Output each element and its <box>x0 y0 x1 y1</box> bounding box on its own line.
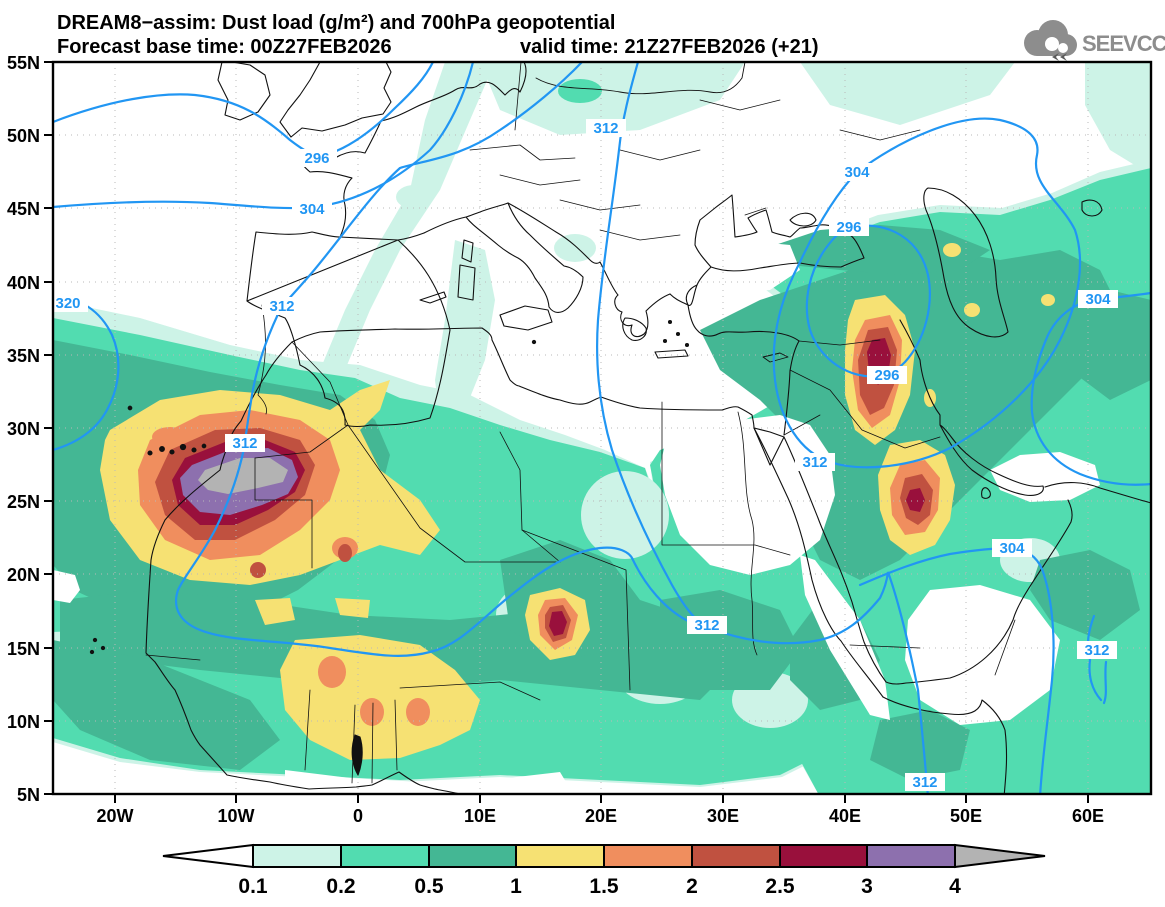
colorbar-tick-label: 2 <box>686 875 698 898</box>
colorbar-tick-label: 2.5 <box>765 875 795 898</box>
contour-label-304-caucasus-s: 312 <box>802 454 827 471</box>
contour-labels: 312 296 304 312 304 296 320 312 304 296 … <box>53 119 1118 791</box>
lon-tick-label: 60E <box>1072 806 1104 826</box>
contour-296-west <box>53 62 435 157</box>
contour-label-296-caucasus-n: 296 <box>836 219 861 236</box>
seevccc-logo: SEEVCCC <box>1024 20 1165 61</box>
lat-tick-label: 20N <box>7 565 40 585</box>
lat-tick-label: 10N <box>7 712 40 732</box>
lon-tick-label: 0 <box>353 806 363 826</box>
contour-304-caucasus <box>772 117 1082 469</box>
axis-ticks <box>44 61 1089 803</box>
colorbar-tick-label: 0.2 <box>326 875 355 898</box>
contour-label-312-arabia: 304 <box>999 540 1025 557</box>
coastlines <box>89 62 1151 794</box>
colorbar-over-arrow <box>954 843 1046 869</box>
valid-time-label: valid time: 21Z27FEB2026 (+21) <box>520 36 818 58</box>
contour-label-304-caucasus-n: 304 <box>844 164 870 181</box>
contour-label-296-france: 296 <box>304 150 329 167</box>
lat-tick-label: 5N <box>17 785 40 805</box>
colorbar-box-3 <box>866 844 956 868</box>
lon-tick-label: 10E <box>464 806 496 826</box>
lon-tick-label: 40E <box>829 806 861 826</box>
colorbar-box-2.5 <box>779 844 868 868</box>
lat-tick-label: 55N <box>7 53 40 73</box>
colorbar-under-arrow <box>162 843 254 869</box>
forecast-base-time-label: Forecast base time: 00Z27FEB2026 <box>57 36 392 58</box>
contour-label-312-redsea: 312 <box>912 774 937 791</box>
longitude-axis: 20W 10W 0 10E 20E 30E 40E 50E 60E <box>96 806 1104 826</box>
logo-text: SEEVCCC <box>1082 31 1165 56</box>
colorbar: 0.1 0.2 0.5 1 1.5 2 2.5 3 4 <box>162 843 1046 898</box>
lon-tick-label: 10W <box>217 806 254 826</box>
lon-tick-label: 20W <box>96 806 133 826</box>
lat-tick-label: 35N <box>7 346 40 366</box>
latitude-axis: 55N 50N 45N 40N 35N 30N 25N 20N 15N 10N … <box>7 53 40 805</box>
cloud-icon <box>1024 20 1077 61</box>
lat-tick-label: 40N <box>7 273 40 293</box>
colorbar-labels: 0.1 0.2 0.5 1 1.5 2 2.5 3 4 <box>238 875 961 898</box>
lat-tick-label: 25N <box>7 492 40 512</box>
colorbar-box-0.1 <box>252 844 342 868</box>
colorbar-box-2 <box>691 844 781 868</box>
contour-312-arabia <box>858 546 1055 794</box>
contour-label-304-france: 304 <box>299 201 325 218</box>
lat-tick-label: 45N <box>7 199 40 219</box>
colorbar-tick-label: 3 <box>861 875 873 898</box>
lon-tick-label: 50E <box>950 806 982 826</box>
contour-label-304-northeast: 304 <box>1085 291 1111 308</box>
contour-label-312-iberia: 312 <box>269 298 294 315</box>
contour-label-312-east-edge: 312 <box>1084 642 1109 659</box>
chart-title: DREAM8−assim: Dust load (g/m²) and 700hP… <box>57 12 615 34</box>
contour-label-312-balkans: 312 <box>593 120 618 137</box>
colorbar-box-1.5 <box>603 844 693 868</box>
contour-312-east-edge <box>1086 614 1108 705</box>
colorbar-tick-label: 1.5 <box>589 875 619 898</box>
colorbar-tick-label: 4 <box>949 875 961 898</box>
lat-tick-label: 30N <box>7 419 40 439</box>
colorbar-box-1 <box>515 844 605 868</box>
contour-label-296-caucasus-s: 296 <box>874 367 899 384</box>
colorbar-box-0.2 <box>340 844 430 868</box>
colorbar-tick-label: 1 <box>510 875 522 898</box>
colorbar-tick-label: 0.5 <box>414 875 444 898</box>
contour-320 <box>53 293 120 452</box>
lat-tick-label: 15N <box>7 639 40 659</box>
lon-tick-label: 20E <box>585 806 617 826</box>
contour-label-312-sudan: 312 <box>694 617 719 634</box>
contour-312-balkans <box>596 62 707 628</box>
contour-label-312-sahara: 312 <box>232 435 257 452</box>
contour-label-320: 320 <box>55 295 80 312</box>
lat-tick-label: 50N <box>7 126 40 146</box>
contour-312-main <box>174 62 929 794</box>
dust-free-areas <box>53 240 1100 794</box>
colorbar-box-0.5 <box>428 844 517 868</box>
colorbar-tick-label: 0.1 <box>238 875 268 898</box>
lon-tick-label: 30E <box>707 806 739 826</box>
